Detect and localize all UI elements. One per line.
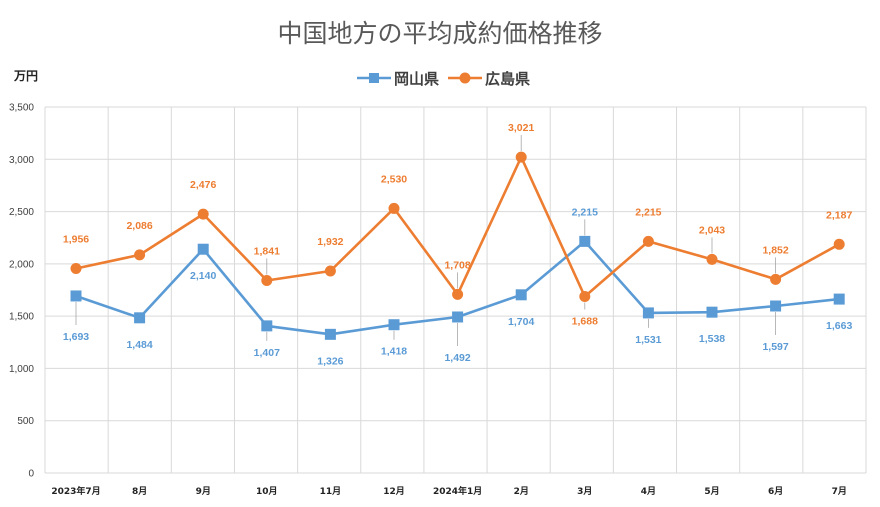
x-tick-label: 10月 [256, 486, 278, 497]
x-tick-label: 7月 [832, 486, 847, 497]
data-point-marker [134, 249, 146, 261]
data-point-marker [579, 235, 591, 247]
x-tick-label: 12月 [383, 486, 405, 497]
data-label: 1,492 [444, 352, 470, 364]
y-tick-label: 2,500 [9, 207, 34, 218]
data-point-marker [261, 320, 273, 332]
y-tick-label: 500 [17, 416, 34, 427]
data-point-marker [324, 265, 336, 277]
data-label: 1,693 [63, 331, 89, 343]
data-point-marker [261, 274, 273, 286]
data-point-marker [833, 293, 845, 305]
data-point-marker [388, 319, 400, 331]
plot-area: 0 500 1,000 1,500 2,000 2,500 3,000 3,500 2023年7… [9, 103, 867, 497]
y-tick-label: 1,500 [9, 312, 34, 323]
data-point-marker [197, 243, 209, 255]
y-tick-label: 0 [28, 469, 34, 480]
data-label: 1,663 [826, 320, 852, 332]
legend-item-hiroshima: 広島県 [448, 70, 530, 88]
legend-label-hiroshima: 広島県 [485, 70, 530, 88]
data-point-marker [197, 208, 209, 220]
x-tick-label: 2023年7月 [51, 485, 100, 497]
data-point-marker [642, 307, 654, 319]
data-label: 2,086 [126, 220, 152, 232]
legend: 岡山県 広島県 [357, 70, 530, 88]
data-point-marker [642, 235, 654, 247]
data-label: 2,140 [190, 270, 216, 282]
y-tick-label: 2,000 [9, 259, 34, 270]
data-point-marker [515, 151, 527, 163]
data-label: 1,841 [254, 245, 280, 257]
x-tick-label: 5月 [704, 486, 719, 497]
legend-marker-hiroshima [459, 72, 471, 84]
data-label: 1,484 [126, 339, 152, 351]
data-point-marker [324, 328, 336, 340]
x-tick-label: 2024年1月 [433, 485, 482, 497]
data-point-marker [706, 253, 718, 265]
x-tick-label: 9月 [196, 486, 211, 497]
x-tick-label: 11月 [320, 486, 342, 497]
y-tick-label: 3,500 [9, 103, 34, 114]
data-point-marker [770, 300, 782, 312]
data-label: 1,932 [317, 236, 343, 248]
data-point-marker [833, 238, 845, 250]
data-point-marker [134, 312, 146, 324]
data-label: 1,708 [444, 259, 470, 271]
legend-item-okayama: 岡山県 [357, 70, 439, 88]
data-label: 3,021 [508, 122, 534, 134]
data-label: 2,187 [826, 209, 852, 221]
data-label: 1,956 [63, 233, 89, 245]
x-tick-label: 4月 [641, 486, 656, 497]
data-label: 1,418 [381, 346, 407, 358]
data-label: 1,407 [254, 347, 280, 359]
legend-label-okayama: 岡山県 [394, 70, 439, 88]
data-label: 2,215 [572, 206, 598, 218]
x-tick-label: 8月 [132, 486, 147, 497]
data-point-marker [452, 311, 464, 323]
data-point-marker [515, 289, 527, 301]
chart-title: 中国地方の平均成約価格推移 [277, 19, 602, 48]
data-point-marker [770, 273, 782, 285]
x-tick-label: 6月 [768, 486, 783, 497]
data-label: 2,043 [699, 224, 725, 236]
data-label: 1,852 [762, 244, 788, 256]
data-label: 2,530 [381, 173, 407, 185]
data-label: 1,688 [572, 315, 598, 327]
legend-marker-okayama [369, 73, 379, 83]
data-point-marker [70, 262, 82, 274]
data-point-marker [452, 288, 464, 300]
data-label: 1,326 [317, 355, 343, 367]
x-tick-label: 2月 [514, 486, 529, 497]
data-label: 2,215 [635, 206, 661, 218]
data-label: 1,531 [635, 334, 661, 346]
data-label: 1,597 [762, 341, 788, 353]
data-point-marker [579, 290, 591, 302]
x-tick-label: 3月 [577, 486, 592, 497]
y-tick-label: 3,000 [9, 155, 34, 166]
data-label: 2,476 [190, 179, 216, 191]
y-tick-label: 1,000 [9, 364, 34, 375]
data-point-marker [70, 290, 82, 302]
data-point-marker [706, 306, 718, 318]
data-point-marker [388, 202, 400, 214]
data-label: 1,538 [699, 333, 725, 345]
y-axis-unit-label: 万円 [13, 69, 38, 83]
data-label: 1,704 [508, 316, 534, 328]
